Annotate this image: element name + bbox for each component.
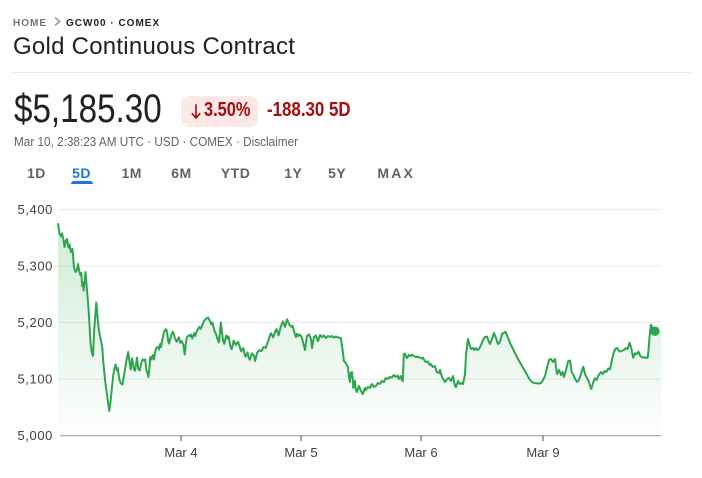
svg-text:5,000: 5,000 (17, 428, 53, 443)
svg-text:Mar 9: Mar 9 (526, 445, 559, 460)
svg-text:Mar 5: Mar 5 (284, 445, 317, 460)
svg-text:Mar 4: Mar 4 (164, 445, 197, 460)
svg-text:5,300: 5,300 (17, 259, 53, 274)
svg-text:5,200: 5,200 (17, 315, 53, 330)
svg-text:5,100: 5,100 (17, 372, 53, 387)
svg-text:Mar 6: Mar 6 (404, 445, 437, 460)
svg-text:5,400: 5,400 (17, 202, 53, 217)
